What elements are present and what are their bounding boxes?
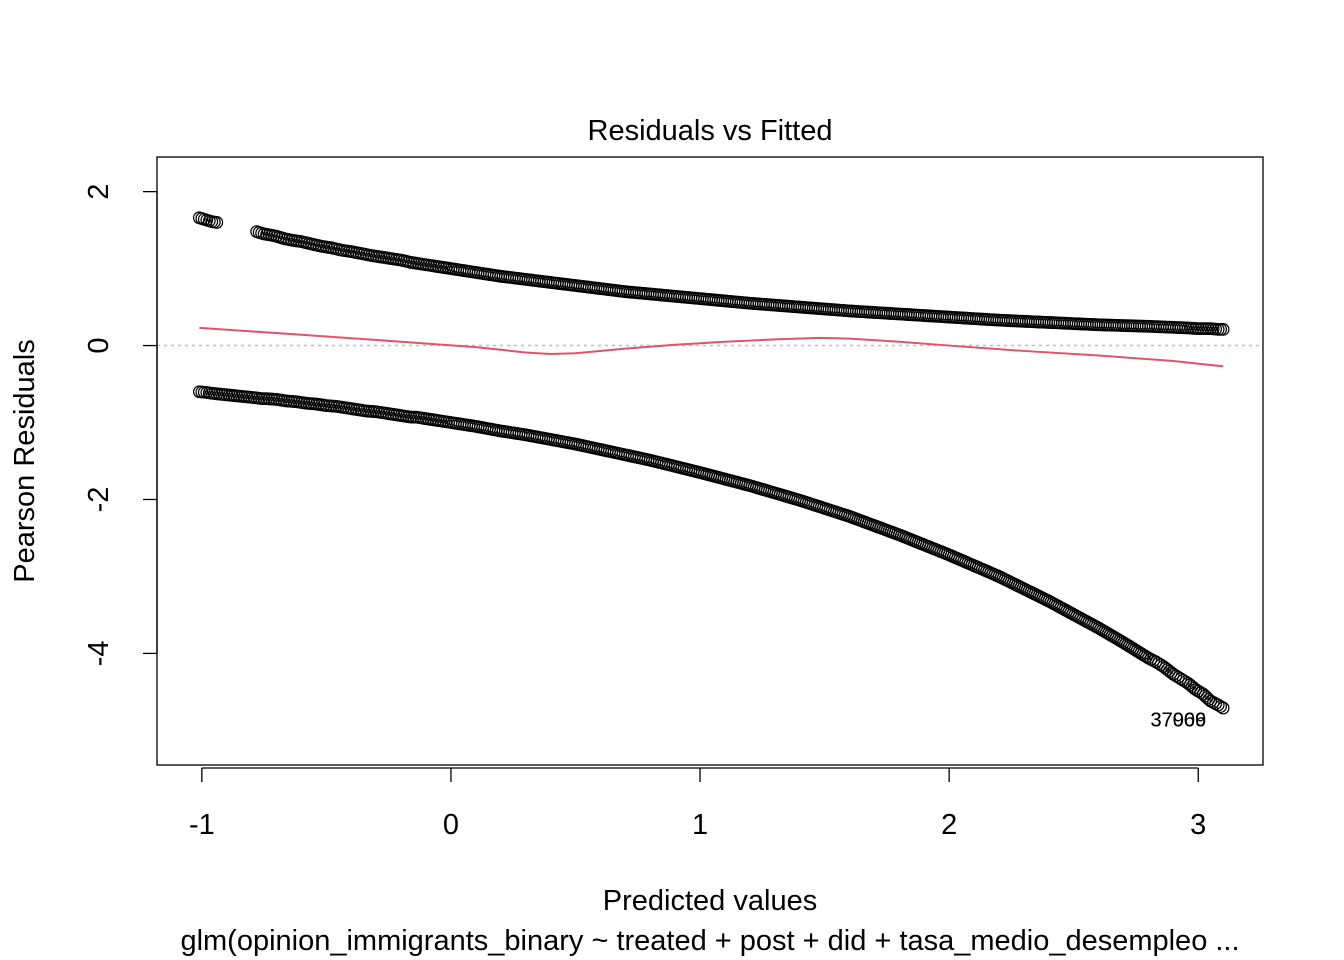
smoother-layer xyxy=(199,326,1224,368)
y-tick-label: 0 xyxy=(83,337,115,353)
smoother-line xyxy=(199,326,1224,368)
y-tick-label: 2 xyxy=(83,184,115,200)
x-tick-label: 0 xyxy=(443,809,459,841)
y-tick-label: -4 xyxy=(83,641,115,667)
data-point xyxy=(1216,322,1230,336)
observation-label: 37009 xyxy=(1150,710,1206,732)
y-axis-title: Pearson Residuals xyxy=(9,339,41,582)
data-point xyxy=(1162,664,1176,678)
points-layer xyxy=(192,211,1230,715)
plot-title: Residuals vs Fitted xyxy=(588,115,833,147)
data-point xyxy=(1187,681,1201,695)
y-tick-label: -2 xyxy=(83,487,115,513)
x-tick-label: -1 xyxy=(189,809,215,841)
observation-label: 37966 xyxy=(1150,710,1206,732)
data-point xyxy=(1202,692,1216,706)
x-tick-label: 3 xyxy=(1190,809,1206,841)
y-axis: -4 -2 0 2 xyxy=(83,184,158,667)
x-tick-label: 2 xyxy=(941,809,957,841)
data-point xyxy=(210,216,224,229)
data-point xyxy=(1214,700,1228,713)
x-axis-title: Predicted values xyxy=(603,885,817,917)
model-formula-caption: glm(opinion_immigrants_binary ~ treated … xyxy=(180,925,1239,957)
x-axis: -1 0 1 2 3 xyxy=(189,767,1206,841)
data-point xyxy=(1216,701,1230,715)
x-tick-label: 1 xyxy=(692,809,708,841)
